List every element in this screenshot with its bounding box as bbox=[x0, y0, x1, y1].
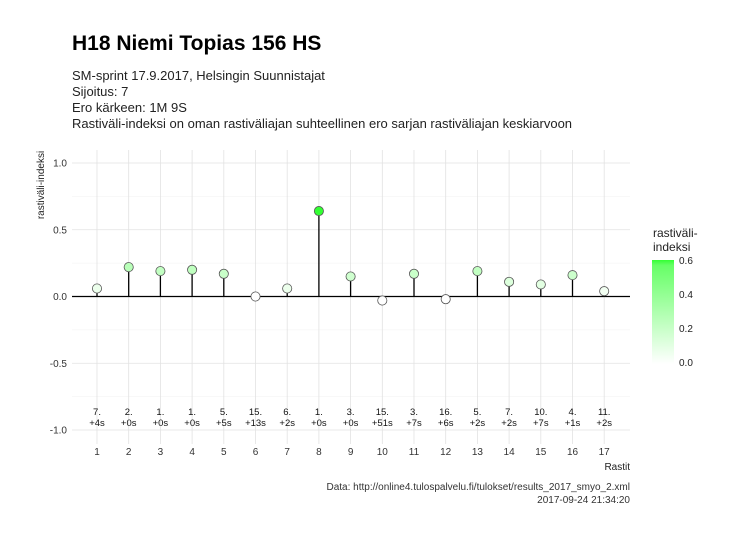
diff-label: +1s bbox=[565, 418, 581, 429]
rank-label: 1. bbox=[156, 407, 164, 418]
subtitle-placement: Sijoitus: 7 bbox=[72, 84, 129, 99]
x-tick-label: 13 bbox=[472, 447, 484, 458]
rank-label: 3. bbox=[347, 407, 355, 418]
rank-label: 4. bbox=[569, 407, 577, 418]
rank-label: 1. bbox=[315, 407, 323, 418]
x-tick-labels: 1 2 3 4 5 6 7 8 9 10 11 12 13 14 15 16 17 bbox=[94, 447, 610, 458]
y-tick-label: 0.0 bbox=[53, 292, 67, 303]
x-tick-label: 15 bbox=[535, 447, 547, 458]
x-tick-label: 14 bbox=[504, 447, 516, 458]
x-tick-label: 1 bbox=[94, 447, 100, 458]
legend-title: rastiväli- indeksi bbox=[653, 226, 698, 254]
data-point bbox=[92, 283, 103, 294]
data-point bbox=[345, 271, 356, 282]
diff-label: +0s bbox=[343, 418, 359, 429]
legend-title-line2: indeksi bbox=[653, 240, 691, 254]
data-point bbox=[599, 286, 610, 297]
data-point bbox=[313, 206, 324, 217]
rank-label: 5. bbox=[473, 407, 481, 418]
legend-tick-04: 0.4 bbox=[679, 290, 693, 301]
diff-label: +6s bbox=[438, 418, 454, 429]
y-tick-label: 1.0 bbox=[53, 159, 67, 170]
points bbox=[92, 206, 610, 306]
data-point bbox=[218, 268, 229, 279]
legend-tick-00: 0.0 bbox=[679, 358, 693, 369]
diff-label: +2s bbox=[501, 418, 517, 429]
subtitle-competition: SM-sprint 17.9.2017, Helsingin Suunnista… bbox=[72, 68, 325, 83]
data-point bbox=[123, 262, 134, 273]
rank-label: 2. bbox=[125, 407, 133, 418]
x-tick-label: 9 bbox=[348, 447, 354, 458]
rank-label: 6. bbox=[283, 407, 291, 418]
diff-label: +7s bbox=[533, 418, 549, 429]
rank-label: 16. bbox=[439, 407, 452, 418]
x-axis-label: Rastit bbox=[604, 462, 630, 473]
y-tick-labels: 1.0 0.5 0.0 -0.5 -1.0 bbox=[50, 159, 68, 437]
diff-label: +2s bbox=[279, 418, 295, 429]
subtitle-gap-to-leader: Ero kärkeen: 1M 9S bbox=[72, 100, 187, 115]
legend-tick-02: 0.2 bbox=[679, 324, 693, 335]
diff-label: +4s bbox=[89, 418, 105, 429]
x-tick-label: 8 bbox=[316, 447, 322, 458]
y-tick-label: -0.5 bbox=[50, 359, 68, 370]
data-point bbox=[504, 276, 515, 287]
data-point bbox=[535, 279, 546, 290]
x-tick-label: 5 bbox=[221, 447, 227, 458]
rank-label: 15. bbox=[376, 407, 389, 418]
x-tick-label: 16 bbox=[567, 447, 579, 458]
x-tick-label: 6 bbox=[253, 447, 259, 458]
x-tick-label: 17 bbox=[599, 447, 611, 458]
x-tick-label: 7 bbox=[284, 447, 290, 458]
rank-label: 15. bbox=[249, 407, 262, 418]
data-point bbox=[155, 266, 166, 277]
rank-labels: 7.+4s2.+0s1.+0s1.+0s5.+5s15.+13s6.+2s1.+… bbox=[89, 407, 612, 429]
x-tick-label: 2 bbox=[126, 447, 132, 458]
y-tick-label: -1.0 bbox=[50, 426, 68, 437]
data-point bbox=[377, 295, 388, 306]
y-tick-label: 0.5 bbox=[53, 225, 67, 236]
data-point bbox=[567, 270, 578, 281]
legend-title-line1: rastiväli- bbox=[653, 226, 698, 240]
x-tick-label: 11 bbox=[409, 447, 420, 458]
data-source-caption: Data: http://online4.tulospalvelu.fi/tul… bbox=[326, 482, 630, 493]
legend-tick-06: 0.6 bbox=[679, 256, 693, 267]
data-point bbox=[440, 294, 451, 305]
chart-title: H18 Niemi Topias 156 HS bbox=[72, 32, 322, 55]
rank-label: 3. bbox=[410, 407, 418, 418]
timestamp-caption: 2017-09-24 21:34:20 bbox=[537, 495, 630, 506]
diff-label: +51s bbox=[372, 418, 393, 429]
x-tick-label: 10 bbox=[377, 447, 389, 458]
diff-label: +0s bbox=[121, 418, 137, 429]
diff-label: +0s bbox=[311, 418, 327, 429]
rank-label: 7. bbox=[505, 407, 513, 418]
diff-label: +0s bbox=[153, 418, 169, 429]
rank-label: 1. bbox=[188, 407, 196, 418]
diff-label: +13s bbox=[245, 418, 266, 429]
x-tick-label: 12 bbox=[440, 447, 452, 458]
rank-label: 5. bbox=[220, 407, 228, 418]
data-point bbox=[187, 264, 198, 275]
diff-label: +7s bbox=[406, 418, 422, 429]
diff-label: +0s bbox=[184, 418, 200, 429]
rank-label: 11. bbox=[598, 407, 611, 418]
y-axis-label: rastiväli-indeksi bbox=[36, 151, 47, 219]
diff-label: +2s bbox=[470, 418, 486, 429]
legend-colorbar bbox=[652, 260, 674, 364]
data-point bbox=[282, 283, 293, 294]
data-point bbox=[250, 291, 261, 302]
rank-label: 10. bbox=[534, 407, 547, 418]
data-point bbox=[472, 266, 483, 277]
rank-label: 7. bbox=[93, 407, 101, 418]
subtitle-index-description: Rastiväli-indeksi on oman rastiväliajan … bbox=[72, 116, 573, 131]
data-point bbox=[408, 268, 419, 279]
x-tick-label: 3 bbox=[158, 447, 164, 458]
x-tick-label: 4 bbox=[189, 447, 195, 458]
diff-label: +2s bbox=[596, 418, 612, 429]
diff-label: +5s bbox=[216, 418, 232, 429]
